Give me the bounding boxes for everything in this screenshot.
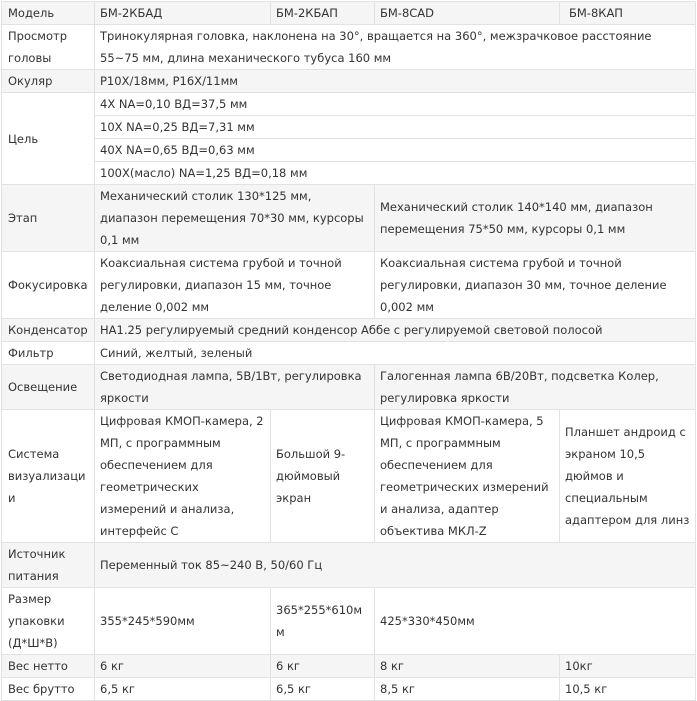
filter-value: Синий, желтый, зеленый [94,341,696,365]
row-label-filter: Фильтр [1,341,95,365]
power-value: Переменный ток 85~240 В, 50/60 Гц [94,542,696,588]
stage-value-b: Механический столик 140*140 мм, диапазон… [374,184,696,252]
row-label-eyepiece: Окуляр [1,69,95,93]
objective-value-4x: 4X NA=0,10 ВД=37,5 мм [94,92,696,116]
table-row: Вес брутто 6,5 кг 6,5 кг 8,5 кг 10,5 кг [1,677,696,701]
stage-value-a: Механический столик 130*125 мм, диапазон… [94,184,375,252]
table-row: Конденсатор НА1.25 регулируемый средний … [1,318,696,342]
row-label-model: Модель [1,1,95,25]
row-label-package: Размер упаковки (Д*Ш*В) [1,587,95,655]
condenser-value: НА1.25 регулируемый средний конденсор Аб… [94,318,696,342]
row-label-view: Просмотр головы [1,24,95,70]
table-row: 40X NA=0,65 ВД=0,63 мм [2,138,696,162]
gross-weight-2: 6,5 кг [270,677,375,701]
gross-weight-4: 10,5 кг [559,677,696,701]
net-weight-1: 6 кг [94,654,271,678]
row-label-focus: Фокусировка [1,251,95,319]
table-row: Размер упаковки (Д*Ш*В) 355*245*590мм 36… [1,587,696,655]
table-row: Просмотр головы Тринокулярная головка, н… [1,24,696,70]
row-label-illumination: Освещение [1,364,95,410]
illumination-value-b: Галогенная лампа 6В/20Вт, подсветка Коле… [374,364,696,410]
package-value-2: 365*255*610мм [270,587,375,655]
table-row: 100X(масло) NA=1,25 ВД=0,18 мм [2,161,696,185]
row-label-imaging: Система визуализации [1,409,95,543]
row-label-power: Источник питания [1,542,95,588]
table-row: Модель БМ-2КБАД БМ-2КБАП БМ-8CAD БМ-8КАП [1,1,696,25]
focus-value-b: Коаксиальная система грубой и точной рег… [374,251,696,319]
focus-value-a: Коаксиальная система грубой и точной рег… [94,251,375,319]
model-name-1: БМ-2КБАД [94,1,271,25]
eyepiece-value: P10X/18мм, P16X/11мм [94,69,696,93]
imaging-value-4: Планшет андроид с экраном 10,5 дюймов и … [559,409,696,543]
model-name-3: БМ-8CAD [374,1,560,25]
row-label-net-weight: Вес нетто [1,654,95,678]
table-row: Вес нетто 6 кг 6 кг 8 кг 10кг [1,654,696,678]
table-row: 10X NA=0,25 ВД=7,31 мм [2,115,696,139]
view-head-value: Тринокулярная головка, наклонена на 30°,… [94,24,696,70]
gross-weight-3: 8,5 кг [374,677,560,701]
table-row: Окуляр P10X/18мм, P16X/11мм [1,69,696,93]
imaging-value-1: Цифровая КМОП-камера, 2 МП, с программны… [94,409,271,543]
table-row: Освещение Светодиодная лампа, 5В/1Вт, ре… [1,364,696,410]
row-label-gross-weight: Вес брутто [1,677,95,701]
table-row: Этап Механический столик 130*125 мм, диа… [1,184,696,252]
package-value-3: 425*330*450мм [374,587,696,655]
objective-value-100x: 100X(масло) NA=1,25 ВД=0,18 мм [94,161,696,185]
net-weight-2: 6 кг [270,654,375,678]
package-value-1: 355*245*590мм [94,587,271,655]
objective-value-10x: 10X NA=0,25 ВД=7,31 мм [94,115,696,139]
model-name-2: БМ-2КБАП [270,1,375,25]
imaging-value-3: Цифровая КМОП-камера, 5 МП, с программны… [374,409,560,543]
table-row: Фильтр Синий, желтый, зеленый [1,341,696,365]
gross-weight-1: 6,5 кг [94,677,271,701]
row-label-stage: Этап [1,184,95,252]
net-weight-4: 10кг [559,654,696,678]
model-name-4: БМ-8КАП [559,1,696,25]
table-row: Источник питания Переменный ток 85~240 В… [1,542,696,588]
table-row: Цель 4X NA=0,10 ВД=37,5 мм [1,92,696,185]
row-label-condenser: Конденсатор [1,318,95,342]
table-row: Система визуализации Цифровая КМОП-камер… [1,409,696,543]
imaging-value-2: Большой 9-дюймовый экран [270,409,375,543]
objective-value-40x: 40X NA=0,65 ВД=0,63 мм [94,138,696,162]
table-row: Фокусировка Коаксиальная система грубой … [1,251,696,319]
row-label-objective: Цель [1,92,95,185]
illumination-value-a: Светодиодная лампа, 5В/1Вт, регулировка … [94,364,375,410]
net-weight-3: 8 кг [374,654,560,678]
